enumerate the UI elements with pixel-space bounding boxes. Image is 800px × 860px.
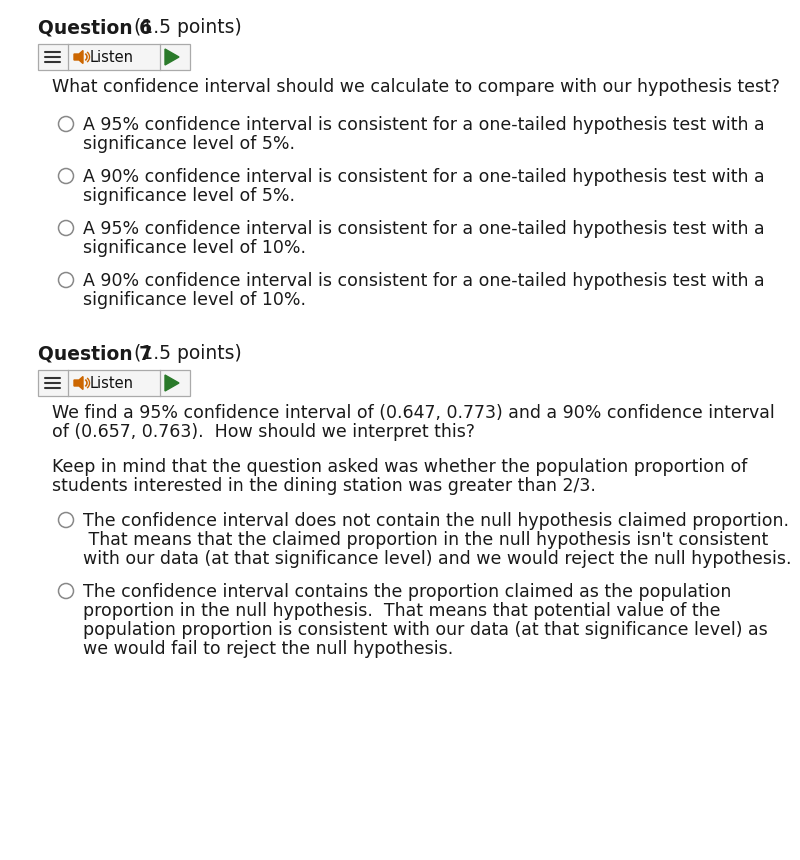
Text: Listen: Listen bbox=[90, 50, 134, 64]
Text: A 95% confidence interval is consistent for a one-tailed hypothesis test with a: A 95% confidence interval is consistent … bbox=[83, 116, 765, 134]
Text: A 90% confidence interval is consistent for a one-tailed hypothesis test with a: A 90% confidence interval is consistent … bbox=[83, 272, 765, 290]
Text: significance level of 10%.: significance level of 10%. bbox=[83, 239, 306, 257]
Text: (1.5 points): (1.5 points) bbox=[128, 18, 242, 37]
Text: significance level of 5%.: significance level of 5%. bbox=[83, 135, 295, 153]
Text: significance level of 5%.: significance level of 5%. bbox=[83, 187, 295, 205]
Text: We find a 95% confidence interval of (0.647, 0.773) and a 90% confidence interva: We find a 95% confidence interval of (0.… bbox=[52, 404, 774, 422]
Text: The confidence interval contains the proportion claimed as the population: The confidence interval contains the pro… bbox=[83, 583, 731, 601]
FancyBboxPatch shape bbox=[38, 370, 190, 396]
Polygon shape bbox=[74, 51, 83, 64]
Text: (1.5 points): (1.5 points) bbox=[128, 344, 242, 363]
Text: significance level of 10%.: significance level of 10%. bbox=[83, 291, 306, 309]
Text: What confidence interval should we calculate to compare with our hypothesis test: What confidence interval should we calcu… bbox=[52, 78, 780, 96]
Text: A 90% confidence interval is consistent for a one-tailed hypothesis test with a: A 90% confidence interval is consistent … bbox=[83, 168, 765, 186]
Text: proportion in the null hypothesis.  That means that potential value of the: proportion in the null hypothesis. That … bbox=[83, 602, 721, 620]
Text: Listen: Listen bbox=[90, 376, 134, 390]
Polygon shape bbox=[165, 375, 179, 391]
Text: Question 6: Question 6 bbox=[38, 18, 152, 37]
FancyBboxPatch shape bbox=[38, 44, 190, 70]
Text: Keep in mind that the question asked was whether the population proportion of: Keep in mind that the question asked was… bbox=[52, 458, 747, 476]
Text: A 95% confidence interval is consistent for a one-tailed hypothesis test with a: A 95% confidence interval is consistent … bbox=[83, 220, 765, 238]
Polygon shape bbox=[74, 377, 83, 390]
Text: The confidence interval does not contain the null hypothesis claimed proportion.: The confidence interval does not contain… bbox=[83, 512, 789, 530]
Text: Question 7: Question 7 bbox=[38, 344, 152, 363]
Text: That means that the claimed proportion in the null hypothesis isn't consistent: That means that the claimed proportion i… bbox=[83, 531, 768, 549]
Text: population proportion is consistent with our data (at that significance level) a: population proportion is consistent with… bbox=[83, 621, 768, 639]
Text: of (0.657, 0.763).  How should we interpret this?: of (0.657, 0.763). How should we interpr… bbox=[52, 423, 475, 441]
Text: students interested in the dining station was greater than 2/3.: students interested in the dining statio… bbox=[52, 477, 596, 495]
Text: with our data (at that significance level) and we would reject the null hypothes: with our data (at that significance leve… bbox=[83, 550, 791, 568]
Text: we would fail to reject the null hypothesis.: we would fail to reject the null hypothe… bbox=[83, 640, 454, 658]
Polygon shape bbox=[165, 49, 179, 65]
